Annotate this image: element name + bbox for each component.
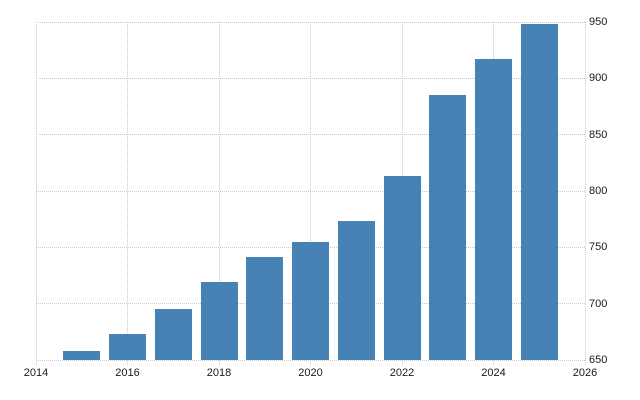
- bar-2017: [155, 309, 192, 360]
- v-gridline-2026: [584, 22, 586, 365]
- x-axis-tick-label-2020: 2020: [298, 367, 323, 379]
- bar-2018: [201, 282, 238, 360]
- v-gridline-2018: [218, 22, 220, 365]
- y-axis-tick-label-900: 900: [589, 72, 608, 85]
- bar-2022: [384, 176, 421, 360]
- y-axis-tick-label-650: 650: [589, 354, 608, 366]
- x-axis-tick-label-2014: 2014: [23, 367, 49, 379]
- bar-2016: [109, 334, 146, 360]
- bar-2015: [63, 351, 100, 360]
- x-axis-tick-label-2024: 2024: [481, 367, 506, 379]
- y-axis-tick-label-750: 750: [589, 241, 608, 254]
- y-axis-tick-label-950: 950: [589, 16, 608, 28]
- x-axis-tick-label-2016: 2016: [115, 367, 140, 379]
- bar-2025: [521, 24, 558, 360]
- x-axis-tick-label-2018: 2018: [206, 367, 232, 379]
- y-axis-tick-label-800: 800: [589, 185, 608, 197]
- v-gridline-2016: [127, 22, 128, 365]
- x-axis-tick-label-2022: 2022: [389, 367, 415, 379]
- y-axis-tick-label-700: 700: [589, 297, 608, 310]
- bar-2021: [338, 221, 375, 360]
- v-gridline-2014: [35, 22, 37, 365]
- y-axis-tick-label-850: 850: [589, 128, 608, 141]
- v-gridline-2020: [310, 22, 311, 365]
- bar-2023: [429, 95, 466, 360]
- bar-2019: [246, 257, 283, 360]
- bar-2020: [292, 242, 329, 360]
- x-axis-tick-label-2026: 2026: [572, 367, 598, 379]
- bar-2024: [475, 59, 512, 360]
